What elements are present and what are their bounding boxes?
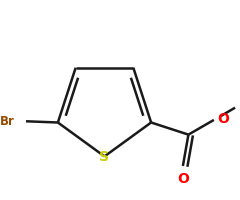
Text: O: O: [217, 112, 229, 126]
Text: O: O: [177, 172, 189, 186]
Text: Br: Br: [0, 115, 15, 128]
Text: S: S: [100, 150, 109, 164]
